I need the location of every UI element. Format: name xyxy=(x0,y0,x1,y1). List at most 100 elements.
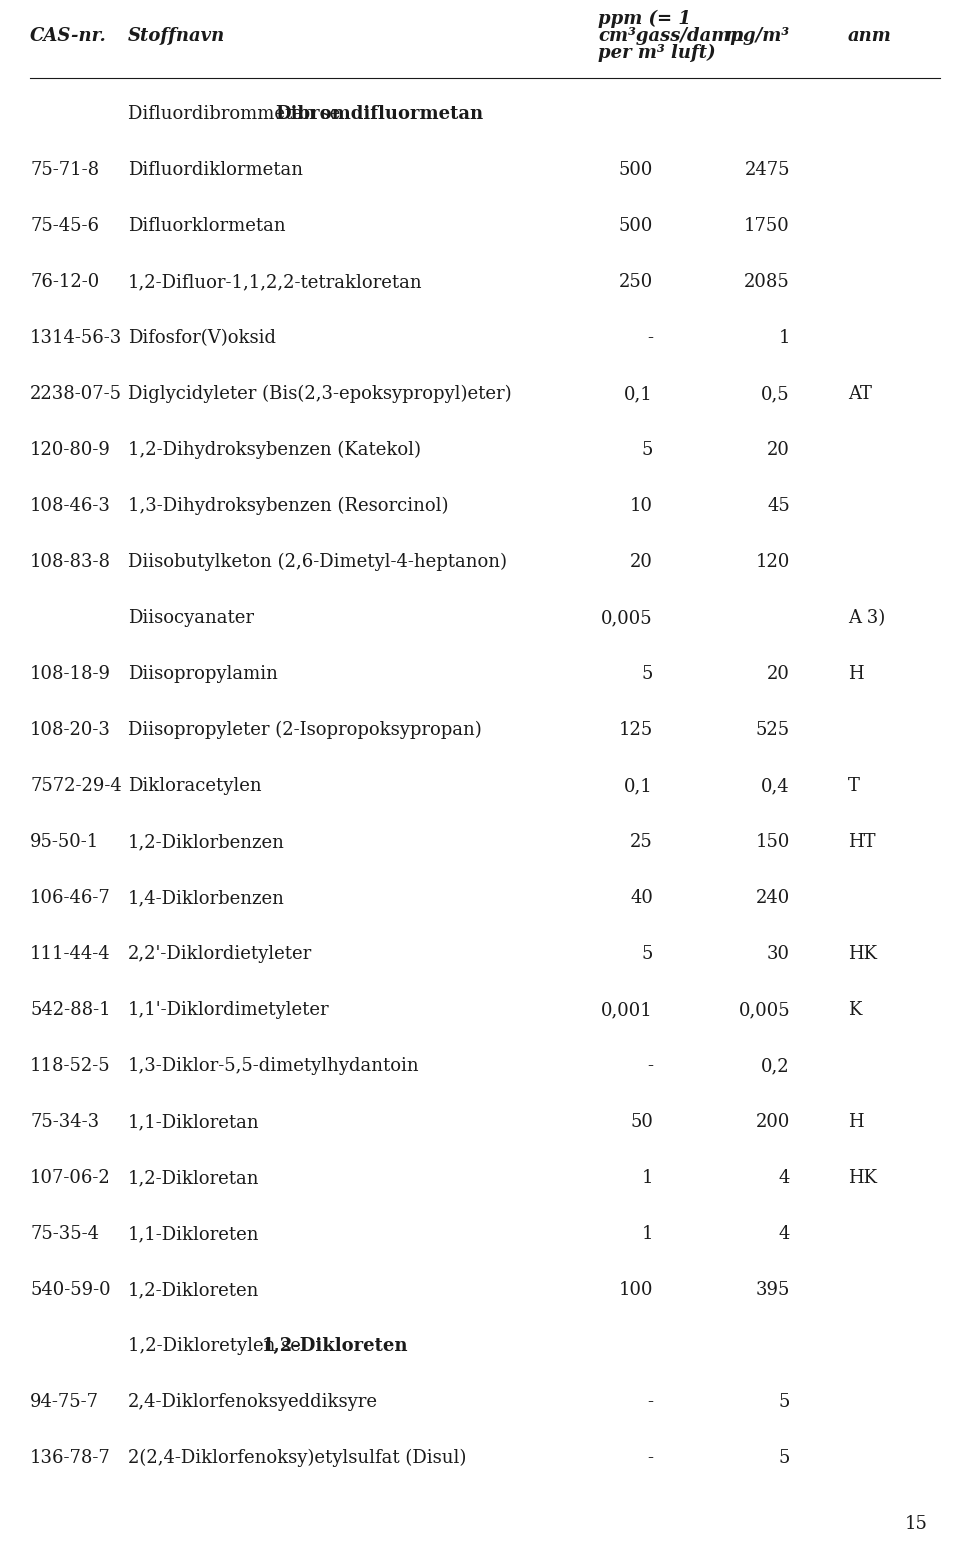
Text: Diisopropylamin: Diisopropylamin xyxy=(128,664,277,683)
Text: 75-35-4: 75-35-4 xyxy=(30,1225,99,1244)
Text: cm³gass/damp: cm³gass/damp xyxy=(598,26,743,45)
Text: 5: 5 xyxy=(641,440,653,459)
Text: H: H xyxy=(848,664,864,683)
Text: 25: 25 xyxy=(631,833,653,851)
Text: 107-06-2: 107-06-2 xyxy=(30,1170,110,1187)
Text: 5: 5 xyxy=(641,664,653,683)
Text: 15: 15 xyxy=(905,1516,928,1533)
Text: 500: 500 xyxy=(618,161,653,179)
Text: 108-83-8: 108-83-8 xyxy=(30,553,111,572)
Text: Dibromdifluormetan: Dibromdifluormetan xyxy=(276,105,484,124)
Text: 5: 5 xyxy=(641,946,653,963)
Text: 0,2: 0,2 xyxy=(761,1057,790,1075)
Text: 75-45-6: 75-45-6 xyxy=(30,216,99,235)
Text: 0,5: 0,5 xyxy=(761,385,790,403)
Text: 1,2-Dihydroksybenzen (Katekol): 1,2-Dihydroksybenzen (Katekol) xyxy=(128,440,421,459)
Text: 108-46-3: 108-46-3 xyxy=(30,497,110,514)
Text: 2,4-Diklorfenoksyeddiksyre: 2,4-Diklorfenoksyeddiksyre xyxy=(128,1394,378,1411)
Text: 108-20-3: 108-20-3 xyxy=(30,722,110,739)
Text: 108-18-9: 108-18-9 xyxy=(30,664,111,683)
Text: Difluordiklormetan: Difluordiklormetan xyxy=(128,161,303,179)
Text: H: H xyxy=(848,1112,864,1131)
Text: 40: 40 xyxy=(630,888,653,907)
Text: Dikloracetylen: Dikloracetylen xyxy=(128,777,262,796)
Text: 0,1: 0,1 xyxy=(624,777,653,796)
Text: 1750: 1750 xyxy=(744,216,790,235)
Text: 20: 20 xyxy=(630,553,653,572)
Text: 150: 150 xyxy=(756,833,790,851)
Text: HK: HK xyxy=(848,1170,877,1187)
Text: Difluorklormetan: Difluorklormetan xyxy=(128,216,286,235)
Text: 4: 4 xyxy=(779,1170,790,1187)
Text: 120: 120 xyxy=(756,553,790,572)
Text: -: - xyxy=(647,1449,653,1468)
Text: 1314-56-3: 1314-56-3 xyxy=(30,329,122,348)
Text: 2238-07-5: 2238-07-5 xyxy=(30,385,122,403)
Text: -: - xyxy=(647,1057,653,1075)
Text: per m³ luft): per m³ luft) xyxy=(598,43,715,62)
Text: 30: 30 xyxy=(767,946,790,963)
Text: 76-12-0: 76-12-0 xyxy=(30,273,99,290)
Text: 542-88-1: 542-88-1 xyxy=(30,1001,110,1020)
Text: 540-59-0: 540-59-0 xyxy=(30,1281,110,1299)
Text: 10: 10 xyxy=(630,497,653,514)
Text: Diglycidyleter (Bis(2,3-epoksypropyl)eter): Diglycidyleter (Bis(2,3-epoksypropyl)ete… xyxy=(128,385,512,403)
Text: 1,2-Dikloreten: 1,2-Dikloreten xyxy=(128,1281,259,1299)
Text: 1,2-Difluor-1,1,2,2-tetrakloretan: 1,2-Difluor-1,1,2,2-tetrakloretan xyxy=(128,273,422,290)
Text: 2085: 2085 xyxy=(744,273,790,290)
Text: A 3): A 3) xyxy=(848,609,885,627)
Text: 1,1-Dikloreten: 1,1-Dikloreten xyxy=(128,1225,259,1244)
Text: -: - xyxy=(647,329,653,348)
Text: 1: 1 xyxy=(779,329,790,348)
Text: 7572-29-4: 7572-29-4 xyxy=(30,777,122,796)
Text: 118-52-5: 118-52-5 xyxy=(30,1057,110,1075)
Text: 111-44-4: 111-44-4 xyxy=(30,946,110,963)
Text: 500: 500 xyxy=(618,216,653,235)
Text: 5: 5 xyxy=(779,1449,790,1468)
Text: Difosfor(V)oksid: Difosfor(V)oksid xyxy=(128,329,276,348)
Text: 0,4: 0,4 xyxy=(761,777,790,796)
Text: 240: 240 xyxy=(756,888,790,907)
Text: 75-34-3: 75-34-3 xyxy=(30,1112,99,1131)
Text: 45: 45 xyxy=(767,497,790,514)
Text: HK: HK xyxy=(848,946,877,963)
Text: Difluordibrommetan se: Difluordibrommetan se xyxy=(128,105,346,124)
Text: 136-78-7: 136-78-7 xyxy=(30,1449,110,1468)
Text: 250: 250 xyxy=(619,273,653,290)
Text: Diisopropyleter (2-Isopropoksypropan): Diisopropyleter (2-Isopropoksypropan) xyxy=(128,722,482,739)
Text: HT: HT xyxy=(848,833,876,851)
Text: 1,1'-Diklordimetyleter: 1,1'-Diklordimetyleter xyxy=(128,1001,329,1020)
Text: 106-46-7: 106-46-7 xyxy=(30,888,110,907)
Text: anm: anm xyxy=(848,26,892,45)
Text: 4: 4 xyxy=(779,1225,790,1244)
Text: 125: 125 xyxy=(619,722,653,739)
Text: mg/m³: mg/m³ xyxy=(725,26,790,45)
Text: 1,4-Diklorbenzen: 1,4-Diklorbenzen xyxy=(128,888,285,907)
Text: CAS-nr.: CAS-nr. xyxy=(30,26,107,45)
Text: 1,2-Dikloretylen se: 1,2-Dikloretylen se xyxy=(128,1336,306,1355)
Text: 1,2-Dikloreten: 1,2-Dikloreten xyxy=(262,1336,409,1355)
Text: 2,2'-Diklordietyleter: 2,2'-Diklordietyleter xyxy=(128,946,312,963)
Text: ppm (= 1: ppm (= 1 xyxy=(598,9,691,28)
Text: AT: AT xyxy=(848,385,872,403)
Text: 5: 5 xyxy=(779,1394,790,1411)
Text: 0,005: 0,005 xyxy=(601,609,653,627)
Text: 0,005: 0,005 xyxy=(738,1001,790,1020)
Text: 200: 200 xyxy=(756,1112,790,1131)
Text: 1,3-Diklor-5,5-dimetylhydantoin: 1,3-Diklor-5,5-dimetylhydantoin xyxy=(128,1057,420,1075)
Text: 20: 20 xyxy=(767,664,790,683)
Text: 0,001: 0,001 xyxy=(601,1001,653,1020)
Text: 2(2,4-Diklorfenoksy)etylsulfat (Disul): 2(2,4-Diklorfenoksy)etylsulfat (Disul) xyxy=(128,1449,467,1468)
Text: 1,2-Diklorbenzen: 1,2-Diklorbenzen xyxy=(128,833,285,851)
Text: T: T xyxy=(848,777,860,796)
Text: 50: 50 xyxy=(630,1112,653,1131)
Text: Stoffnavn: Stoffnavn xyxy=(128,26,226,45)
Text: Diisocyanater: Diisocyanater xyxy=(128,609,254,627)
Text: 1,2-Dikloretan: 1,2-Dikloretan xyxy=(128,1170,259,1187)
Text: Diisobutylketon (2,6-Dimetyl-4-heptanon): Diisobutylketon (2,6-Dimetyl-4-heptanon) xyxy=(128,553,507,572)
Text: 120-80-9: 120-80-9 xyxy=(30,440,110,459)
Text: 1,1-Dikloretan: 1,1-Dikloretan xyxy=(128,1112,259,1131)
Text: 20: 20 xyxy=(767,440,790,459)
Text: 1: 1 xyxy=(641,1225,653,1244)
Text: K: K xyxy=(848,1001,861,1020)
